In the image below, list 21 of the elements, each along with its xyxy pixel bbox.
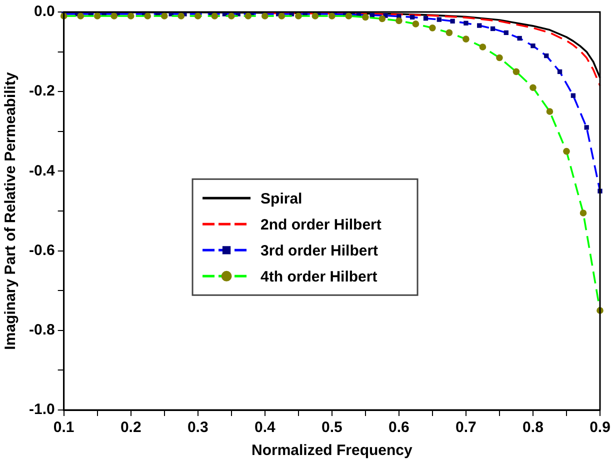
legend-label: 2nd order Hilbert	[260, 216, 382, 234]
x-tick-label: 0.8	[522, 419, 544, 436]
y-tick-label: 0.0	[34, 3, 55, 20]
x-tick-label: 0.4	[254, 419, 276, 436]
y-tick-label: -0.6	[28, 242, 55, 259]
y-tick-label: -0.2	[28, 82, 55, 100]
x-axis-title: Normalized Frequency	[251, 442, 414, 460]
legend-label: Spiral	[260, 190, 302, 208]
legend-label: 3rd order Hilbert	[260, 242, 378, 260]
y-tick-label: -0.8	[28, 322, 55, 339]
y-axis-title: Imaginary Part of Relative Permeability	[2, 72, 20, 350]
x-tick-label: 0.9	[590, 419, 610, 436]
legend-label: 4th order Hilbert	[260, 268, 378, 286]
y-tick-label: -0.4	[28, 162, 56, 180]
x-tick-label: 0.7	[456, 419, 476, 436]
x-tick-label: 0.6	[388, 419, 410, 436]
x-tick-label: 0.1	[53, 419, 74, 436]
x-tick-label: 0.3	[187, 419, 208, 436]
x-tick-label: 0.2	[120, 419, 142, 436]
y-tick-label: -1.0	[28, 401, 55, 418]
x-tick-label: 0.5	[321, 419, 342, 436]
